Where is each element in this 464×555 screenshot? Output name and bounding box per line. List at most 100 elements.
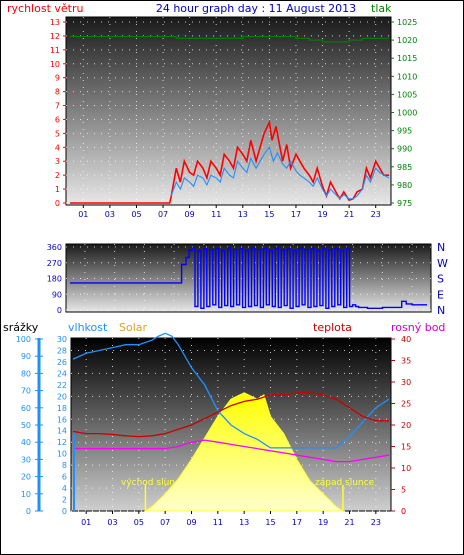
hour-tick-label: 03 [107,518,117,527]
dew-point-label: rosný bod [391,321,445,334]
hour-tick-label: 23 [371,518,381,527]
wind-speed-tick-label: 10 [50,60,60,69]
series-line-tlak [70,35,389,43]
wind-speed-tick-label: 5 [55,129,60,138]
rain-tick-label: 10 [21,490,31,499]
compass-letter: W [437,257,448,270]
pressure-axis: 975 980 985 990 995 1000 1005 1010 1015 1020 1025 [391,18,417,208]
compass-letter: N [437,304,445,317]
solar-area-fill [143,392,345,512]
temperature-tick-label: 35 [401,357,411,366]
pressure-tick-label: 995 [397,127,412,136]
pressure-tick-label: 1000 [397,109,417,118]
humidity-tick-label: 14 [57,427,67,436]
compass-letter: S [437,273,444,286]
temperature-tick-label: 20 [401,421,411,430]
wind-speed-label: rychlost větru [7,2,83,15]
rain-tick-label: 100 [16,335,31,344]
sunrise-label: východ slun [121,478,175,488]
hour-tick-label: 07 [158,210,168,219]
wind-panel-x-axis: 01 03 05 07 09 11 13 15 17 19 21 23 [78,205,381,219]
hour-tick-label: 19 [317,210,327,219]
hour-tick-label: 17 [292,518,302,527]
climate-panel-x-axis: 01 03 05 07 09 11 13 15 17 19 21 23 [81,511,381,527]
direction-tick-label: 360 [47,243,62,252]
rain-tick-label: 20 [21,473,31,482]
direction-tick-label: 90 [52,290,62,299]
wind-speed-tick-label: 12 [50,32,60,41]
direction-tick-label: 0 [57,306,62,315]
pressure-tick-label: 1015 [397,54,417,63]
humidity-tick-label: 4 [62,484,67,493]
hour-tick-label: 09 [185,210,195,219]
humidity-tick-label: 20 [57,392,67,401]
series-line-rosný-bod [73,439,390,463]
humidity-tick-label: 28 [57,346,67,355]
wind-speed-tick-label: 4 [55,143,60,152]
rain-tick-label: 30 [21,455,31,464]
hour-tick-label: 09 [186,518,196,527]
chart-title: 24 hour graph day : 11 August 2013 [156,2,356,15]
pressure-tick-label: 990 [397,145,412,154]
rain-label: srážky [3,321,39,334]
series-line-vlhkost [72,332,390,449]
hour-tick-label: 11 [211,210,221,219]
series-line-náraz [170,146,390,200]
compass-letter: N [437,241,445,254]
pressure-label: tlak [371,2,392,15]
hour-tick-label: 23 [371,210,381,219]
hour-tick-label: 07 [160,518,170,527]
wind-speed-tick-label: 13 [50,18,60,27]
temperature-tick-label: 40 [401,335,411,344]
rain-tick-label: 60 [21,404,31,413]
pressure-tick-label: 1005 [397,90,417,99]
temperature-tick-label: 10 [401,464,411,473]
temperature-axis: 0 5 10 15 20 25 30 35 40 [391,335,411,516]
hour-tick-label: 21 [344,518,354,527]
temperature-tick-label: 15 [401,443,411,452]
hour-tick-label: 21 [344,210,354,219]
wind-speed-tick-label: 3 [55,157,60,166]
temperature-tick-label: 30 [401,378,411,387]
series-line-wind-direction [70,247,427,309]
hour-tick-label: 05 [134,518,144,527]
wind-speed-tick-label: 1 [55,185,60,194]
hour-tick-label: 01 [81,518,91,527]
compass-letter: E [437,288,444,301]
hour-tick-label: 19 [318,518,328,527]
wind-speed-tick-label: 7 [55,102,60,111]
humidity-tick-label: 0 [62,507,67,516]
humidity-label: vlhkost [68,321,108,334]
pressure-tick-label: 975 [397,199,412,208]
wind-speed-tick-label: 11 [50,46,60,55]
wind-panel-background [65,16,392,206]
solar-area [143,392,345,512]
wind-panel-series [70,35,390,204]
rain-tick-label: 40 [21,438,31,447]
pressure-tick-label: 980 [397,181,412,190]
hour-tick-label: 17 [291,210,301,219]
temperature-tick-label: 25 [401,400,411,409]
wind-speed-tick-label: 6 [55,115,60,124]
humidity-tick-label: 22 [57,381,67,390]
humidity-tick-label: 26 [57,358,67,367]
pressure-tick-label: 1025 [397,18,417,27]
humidity-tick-label: 10 [57,450,67,459]
hour-tick-label: 03 [105,210,115,219]
humidity-tick-label: 16 [57,415,67,424]
sunset-label: západ slunce [315,478,375,488]
temperature-tick-label: 5 [401,486,406,495]
temperature-tick-label: 0 [401,507,406,516]
humidity-tick-label: 8 [62,461,67,470]
rain-axis: 0 10 20 30 40 50 60 70 80 90 100 [16,335,43,516]
humidity-tick-label: 2 [62,496,67,505]
rain-tick-label: 80 [21,369,31,378]
rain-tick-label: 0 [26,507,31,516]
humidity-tick-label: 30 [57,335,67,344]
rain-tick-label: 50 [21,421,31,430]
humidity-tick-label: 6 [62,473,67,482]
humidity-tick-label: 18 [57,404,67,413]
